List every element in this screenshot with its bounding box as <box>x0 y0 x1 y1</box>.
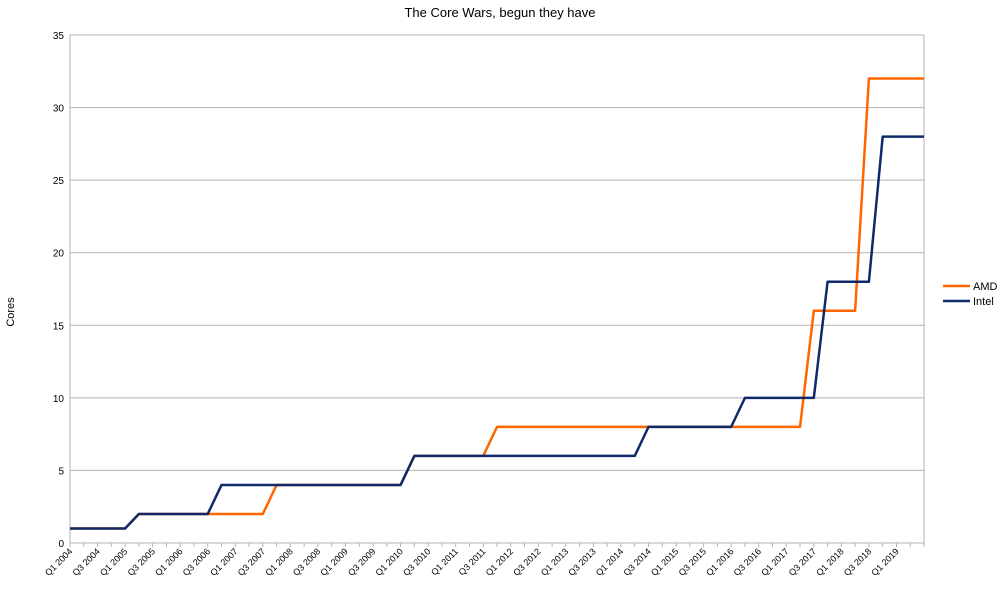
x-tick-label: Q1 2011 <box>429 546 460 577</box>
chart-title: The Core Wars, begun they have <box>404 5 595 20</box>
x-tick-label: Q1 2016 <box>704 546 735 577</box>
x-tick-label: Q3 2012 <box>511 546 542 577</box>
legend-label-intel: Intel <box>973 296 994 308</box>
x-tick-label: Q1 2019 <box>869 546 900 577</box>
x-tick-label: Q1 2008 <box>263 546 294 577</box>
x-tick-label: Q1 2010 <box>374 546 405 577</box>
y-tick-label: 5 <box>58 466 64 477</box>
x-tick-label: Q1 2014 <box>594 546 625 577</box>
x-tick-label: Q3 2014 <box>621 546 652 577</box>
series-line-intel <box>70 135 924 530</box>
x-tick-label: Q3 2018 <box>842 546 873 577</box>
x-tick-label: Q1 2007 <box>208 546 239 577</box>
y-tick-label: 15 <box>53 321 65 332</box>
x-tick-label: Q3 2004 <box>70 546 101 577</box>
series-line-amd <box>70 77 924 530</box>
x-tick-label: Q3 2017 <box>787 546 818 577</box>
x-tick-label: Q3 2007 <box>236 546 267 577</box>
y-axis-label: Cores <box>5 297 17 327</box>
x-tick-label: Q1 2012 <box>484 546 515 577</box>
x-tick-label: Q1 2018 <box>814 546 845 577</box>
series-lines <box>70 77 924 530</box>
legend-item-amd: AMD <box>943 281 998 293</box>
y-tick-label: 35 <box>53 31 65 42</box>
x-tick-label: Q1 2005 <box>98 546 129 577</box>
y-axis-ticks: 0 5 10 15 20 25 30 35 <box>53 31 65 550</box>
y-tick-label: 25 <box>53 176 65 187</box>
x-tick-label: Q3 2016 <box>732 546 763 577</box>
x-tick-label: Q3 2008 <box>291 546 322 577</box>
x-tick-label: Q1 2013 <box>539 546 570 577</box>
y-tick-label: 30 <box>53 104 65 115</box>
x-tick-label: Q3 2015 <box>677 546 708 577</box>
gridlines <box>70 34 924 544</box>
x-tick-label: Q3 2009 <box>346 546 377 577</box>
x-tick-label: Q1 2004 <box>43 546 74 577</box>
x-tick-label: Q1 2006 <box>153 546 184 577</box>
x-tick-label: Q3 2006 <box>181 546 212 577</box>
legend: AMD Intel <box>943 281 998 308</box>
x-tick-label: Q3 2005 <box>126 546 157 577</box>
x-tick-label: Q1 2015 <box>649 546 680 577</box>
x-tick-label: Q1 2017 <box>759 546 790 577</box>
x-tick-label: Q3 2011 <box>457 546 488 577</box>
legend-item-intel: Intel <box>943 296 994 308</box>
x-tick-label: Q3 2013 <box>566 546 597 577</box>
y-tick-label: 20 <box>53 249 65 260</box>
y-tick-label: 0 <box>58 539 64 550</box>
legend-label-amd: AMD <box>973 281 998 293</box>
x-tick-label: Q1 2009 <box>318 546 349 577</box>
y-tick-label: 10 <box>53 394 65 405</box>
x-tick-label: Q3 2010 <box>401 546 432 577</box>
